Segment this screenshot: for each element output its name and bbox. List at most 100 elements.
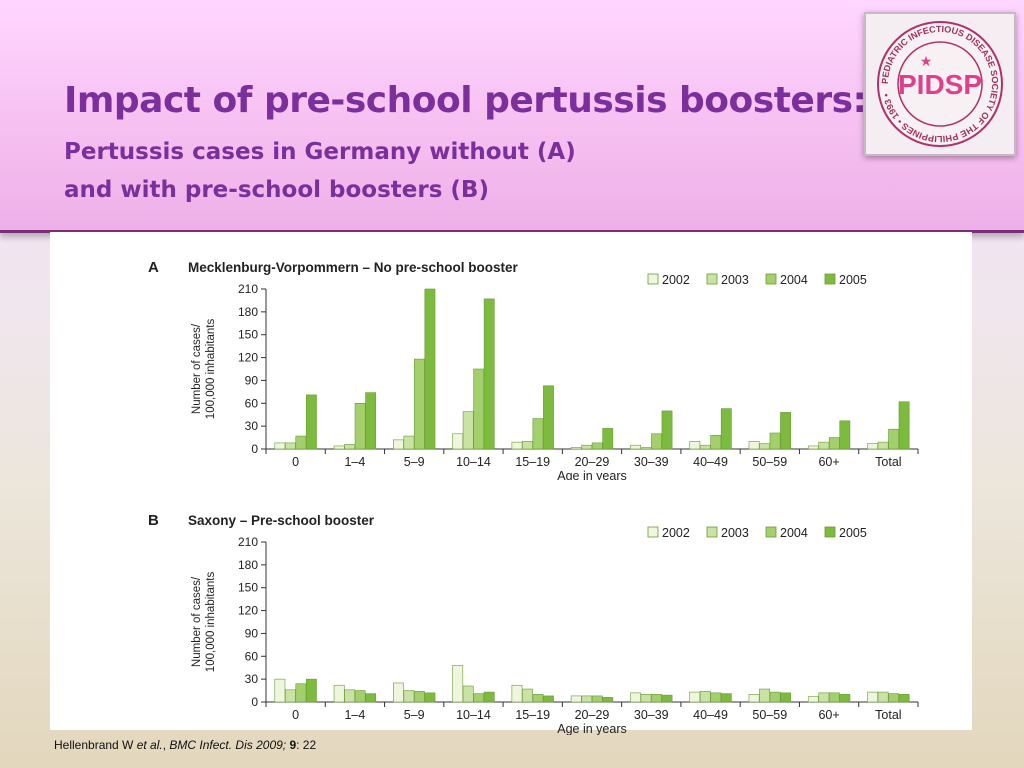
y-tick-label: 180: [238, 305, 258, 319]
x-tick-label: Total: [875, 455, 901, 469]
bar: [807, 696, 819, 703]
y-axis-label-line1: Number of cases/: [191, 576, 203, 667]
y-tick-label: 90: [245, 626, 259, 640]
bar: [720, 693, 732, 703]
x-tick-label: 0: [292, 708, 299, 722]
panel-letter: A: [148, 259, 159, 276]
x-tick-label: 5–9: [404, 708, 425, 722]
bar: [720, 408, 732, 450]
bar: [414, 358, 425, 450]
bar: [424, 288, 436, 450]
bar: [393, 439, 404, 450]
legend-label: 2005: [839, 273, 867, 287]
bar: [898, 401, 910, 450]
legend-swatch: [647, 526, 659, 538]
x-tick-label: 20–29: [575, 455, 610, 469]
legend-label: 2003: [721, 526, 749, 540]
bar: [414, 691, 425, 703]
bar: [867, 691, 879, 703]
bar: [452, 433, 464, 450]
bar: [522, 441, 533, 450]
bar: [769, 691, 781, 703]
chart-title: Saxony – Pre-school booster: [188, 513, 375, 528]
x-tick-label: 30–39: [634, 455, 669, 469]
bar: [839, 694, 851, 703]
bar: [424, 692, 436, 703]
bar: [354, 690, 366, 703]
x-tick-label: 15–19: [515, 708, 550, 722]
y-tick-label: 0: [251, 695, 258, 709]
bar: [651, 694, 662, 703]
bar: [365, 392, 377, 450]
bar: [403, 690, 415, 703]
bar: [532, 418, 544, 450]
citation: Hellenbrand W et al., BMC Infect. Dis 20…: [54, 738, 316, 752]
x-tick-label: 5–9: [404, 455, 425, 469]
citation-etal: et al.: [136, 738, 163, 752]
bar: [462, 685, 474, 703]
citation-volume: 9: [286, 738, 297, 752]
x-tick-label: 15–19: [515, 455, 550, 469]
bar: [511, 684, 523, 703]
y-tick-label: 60: [245, 396, 259, 410]
x-tick-label: 20–29: [575, 708, 610, 722]
bar: [780, 692, 791, 703]
bar: [543, 385, 554, 450]
y-tick-label: 180: [238, 558, 258, 572]
bar: [689, 441, 701, 450]
y-tick-label: 210: [238, 282, 258, 296]
citation-sep: ,: [162, 738, 170, 752]
citation-journal: BMC Infect. Dis 2009;: [169, 738, 287, 752]
bar: [581, 695, 593, 703]
bar: [333, 684, 345, 703]
citation-author: Hellenbrand W: [54, 738, 137, 752]
x-tick-label: 1–4: [344, 455, 365, 469]
y-tick-label: 60: [245, 649, 259, 663]
pidsp-logo-graphic: PEDIATRIC INFECTIOUS DISEASE SOCIETY OF …: [877, 21, 1003, 147]
bar: [473, 693, 485, 703]
bar: [748, 441, 760, 450]
bar: [483, 691, 495, 703]
legend-swatch: [706, 526, 718, 538]
y-tick-label: 90: [245, 373, 259, 387]
bar: [877, 691, 889, 703]
bar: [748, 694, 760, 703]
citation-pages: : 22: [296, 738, 317, 752]
legend-swatch: [765, 273, 777, 285]
bar: [689, 691, 701, 703]
bar: [452, 665, 464, 703]
legend-swatch: [706, 273, 718, 285]
bar: [295, 683, 307, 703]
bar: [570, 695, 582, 703]
bar: [759, 443, 770, 450]
slide-title: Impact of pre-school pertussis boosters:: [64, 80, 867, 121]
x-axis-label: Age in years: [557, 469, 626, 480]
legend-label: 2002: [662, 526, 690, 540]
y-tick-label: 120: [238, 351, 258, 365]
bar: [877, 441, 889, 450]
x-tick-label: 50–59: [752, 455, 787, 469]
x-tick-label: 60+: [818, 708, 839, 722]
legend-label: 2004: [780, 273, 808, 287]
bar: [661, 694, 673, 703]
bar: [393, 682, 404, 703]
bar: [473, 368, 485, 450]
bar: [274, 442, 286, 450]
bar: [274, 678, 286, 703]
bar: [888, 428, 900, 450]
bar: [769, 432, 781, 450]
subtitle-line-2: and with pre-school boosters (B): [64, 177, 489, 203]
bar: [828, 437, 840, 450]
bar: [807, 445, 819, 450]
bar: [828, 692, 840, 703]
y-tick-label: 150: [238, 581, 258, 595]
legend-swatch: [765, 526, 777, 538]
bar: [532, 694, 544, 703]
bar: [591, 695, 603, 703]
bar: [640, 694, 652, 703]
bar: [839, 420, 851, 450]
x-axis-label: Age in years: [557, 722, 626, 735]
bar: [661, 410, 673, 450]
logo-text: PIDSP: [898, 69, 982, 100]
bar: [630, 692, 641, 703]
